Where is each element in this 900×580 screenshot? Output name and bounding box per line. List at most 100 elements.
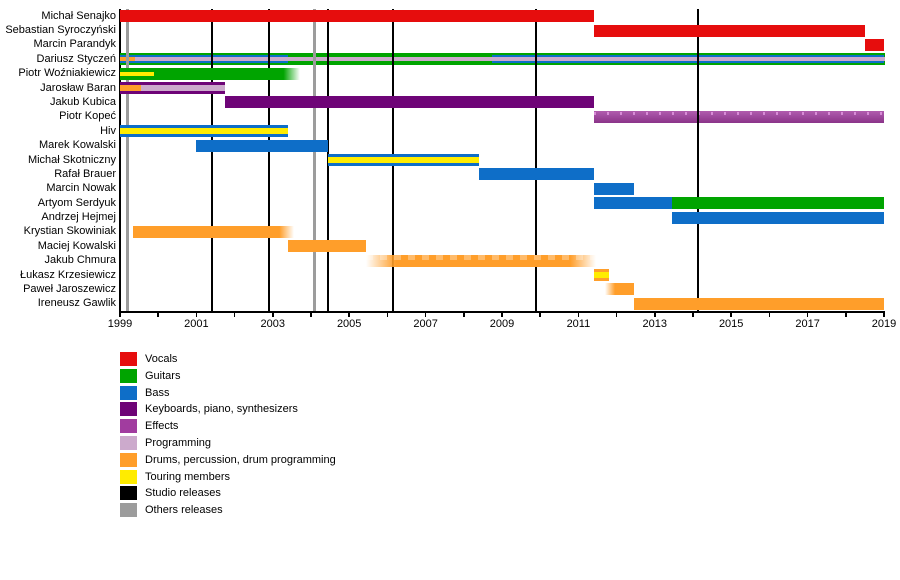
marcin-nowak-bass-bar [593,182,634,195]
member-label: Artyom Serdyuk [37,196,116,209]
legend-swatch-bass [120,385,137,400]
year-label: 2007 [413,318,438,330]
studio-release-line [211,9,214,311]
year-tick [501,313,503,317]
legend-label-drums: Drums, percussion, drum programming [145,453,336,466]
member-label: Rafał Brauer [54,167,116,180]
member-label: Hiv [100,124,116,137]
legend-label-programming: Programming [145,437,212,449]
year-tick [577,313,580,317]
year-tick [615,313,618,317]
year-tick [233,313,236,317]
member-label: Paweł Jaroszewicz [23,282,116,295]
x-axis-line [119,311,885,313]
member-label: Ireneusz Gawlik [37,297,116,310]
year-tick [768,313,771,317]
legend-swatch-touring [120,469,137,484]
legend-swatch-programming [120,436,137,450]
-ukasz-krzesiewicz-touring-bar [593,272,609,279]
micha-skotniczny-touring-bar [328,157,480,163]
member-label: Dariusz Styczeń [36,52,116,65]
year-tick [806,313,809,317]
hiv-touring-bar [120,128,289,135]
rafa-brauer-bass-bar [479,168,594,181]
year-label: 2011 [566,318,591,330]
jaros-aw-baran-drums-bar [120,85,141,92]
legend-label-touring: Touring members [145,470,230,483]
others-release-line [313,9,317,311]
year-tick [424,313,427,317]
year-tick [654,313,656,317]
member-label: Sebastian Syroczyński [5,24,116,37]
sebastian-syroczy-ski-vocals-bar [593,24,865,37]
legend-label-guitars: Guitars [145,369,181,382]
year-tick [845,313,847,317]
legend-label-keyboards: Keyboards, piano, synthesizers [145,403,298,416]
year-tick [463,313,465,317]
legend-swatch-drums [120,452,137,467]
year-tick [692,313,694,317]
marek-kowalski-bass-bar [196,139,329,152]
legend-swatch-others [120,503,137,518]
pawe-jaroszewicz-drums-bar [605,283,634,296]
andrzej-hejmej-bass-bar [671,211,885,224]
year-label: 2001 [184,318,209,330]
year-tick [157,313,159,317]
member-label: Piotr Woźniakiewicz [18,67,116,80]
year-label: 2005 [336,318,362,330]
artyom-serdyuk-guitars-bar [671,197,885,210]
maciej-kowalski-drums-bar [288,240,367,253]
member-label: Michał Senajko [41,9,116,22]
year-tick [883,313,885,317]
member-label: Maciej Kowalski [37,239,116,252]
krystian-skowiniak-drums-bar [133,225,294,238]
year-label: 2017 [795,318,820,330]
others-release-line [126,9,130,311]
year-tick [386,313,389,317]
piotr-kope--effects-bar [593,110,885,123]
legend-label-vocals: Vocals [145,353,178,365]
member-label: Krystian Skowiniak [23,225,116,238]
year-tick [119,313,121,317]
member-label: Marcin Nowak [46,182,116,195]
year-tick [539,313,541,317]
y-axis-line [119,9,121,311]
year-label: 2015 [718,318,744,330]
member-label: Piotr Kopeć [59,110,116,123]
member-label: Łukasz Krzesiewicz [20,268,116,281]
legend-swatch-keyboards [120,402,137,417]
year-label: 2013 [642,318,668,330]
member-label: Jarosław Baran [40,81,116,94]
studio-release-line [267,9,270,311]
legend-label-studio: Studio releases [145,487,221,500]
legend-label-effects: Effects [145,420,179,433]
marcin-parandyk-vocals-bar [864,38,885,51]
studio-release-line [535,9,538,311]
legend-swatch-vocals [120,352,137,366]
ireneusz-gawlik-drums-bar [633,297,885,310]
jakub-kubica-keyboards-bar [225,96,594,109]
piotr-wo-niakiewicz-guitars-bar [120,67,300,80]
member-label: Jakub Chmura [44,254,116,267]
year-tick [310,313,312,317]
piotr-wo-niakiewicz-touring-bar [120,71,155,76]
legend-swatch-effects [120,419,137,434]
legend-label-others: Others releases [145,504,223,517]
jakub-chmura-drums-bar [366,254,596,267]
legend-swatch-studio [120,486,137,501]
year-tick [272,313,274,317]
member-label: Marcin Parandyk [33,38,116,51]
jaros-aw-baran-programming-bar [120,85,226,92]
year-label: 2003 [260,318,286,330]
member-label: Jakub Kubica [49,95,116,108]
member-label: Andrzej Hejmej [41,211,116,224]
dariusz-stycze--programming-bar [120,57,885,62]
studio-release-line [696,9,699,311]
year-tick [348,313,350,317]
year-label: 1999 [107,318,133,330]
year-tick [730,313,732,317]
micha-senajko-vocals-bar [120,10,594,23]
year-label: 2009 [489,318,515,330]
member-label: Marek Kowalski [38,139,116,152]
